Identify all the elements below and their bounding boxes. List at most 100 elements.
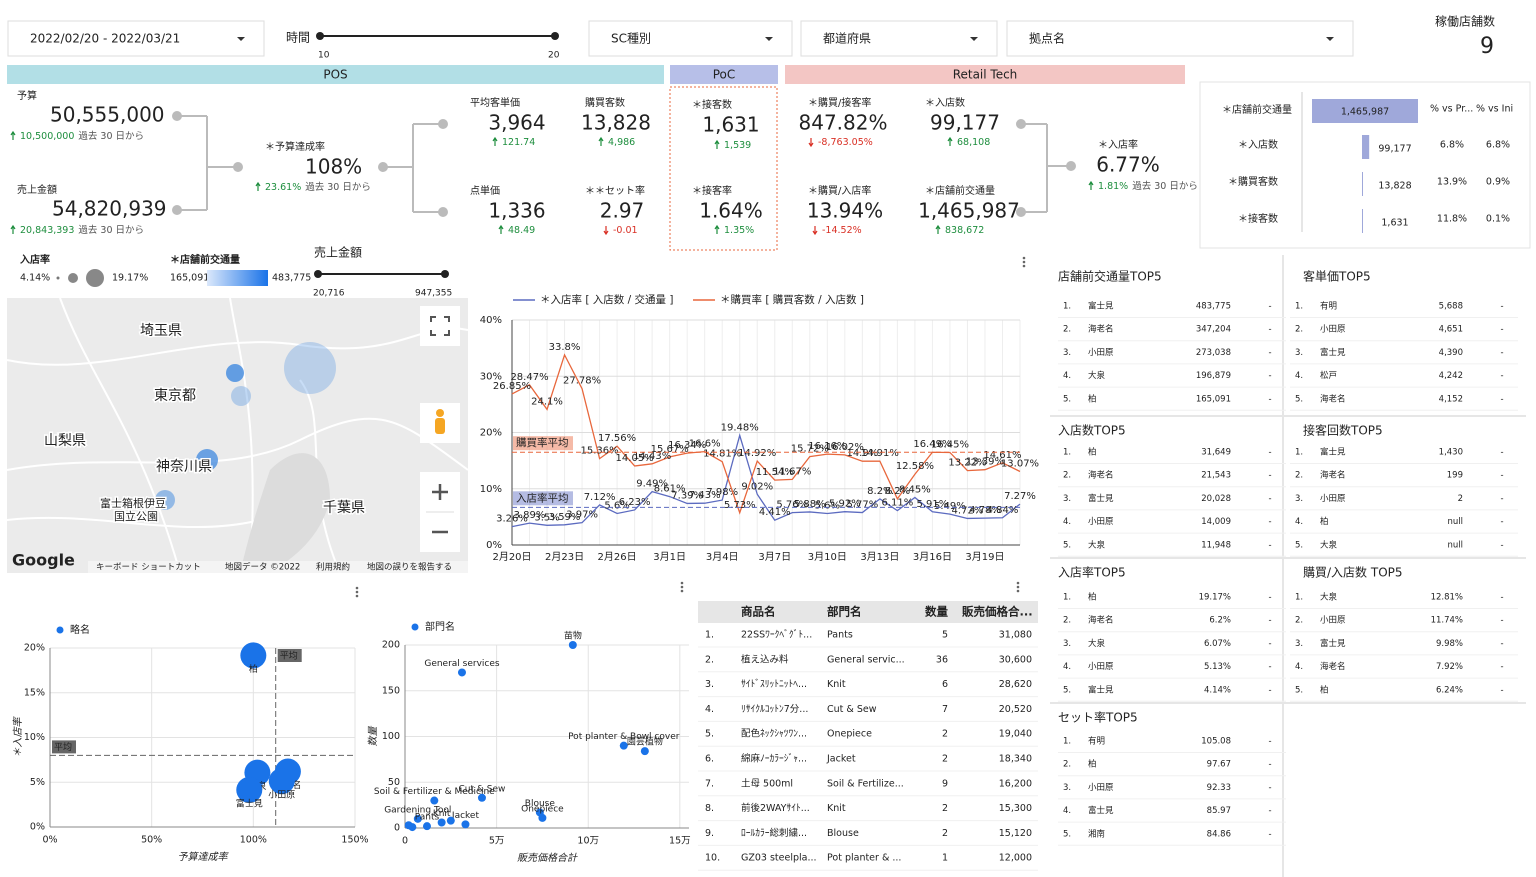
name: 大泉 (1088, 370, 1106, 381)
legend-min: 4.14% (20, 273, 50, 284)
series-line (511, 433, 1021, 528)
point-label: Pants (415, 813, 440, 823)
dash: - (1268, 448, 1271, 458)
data-label: 28.47% (510, 372, 548, 383)
name: 富士見 (1320, 447, 1346, 458)
data-label: 13.07% (1001, 458, 1039, 469)
funnel-label: ＊入店数 (1238, 138, 1278, 151)
x-tick-label: 50% (141, 835, 162, 846)
dash: - (1500, 494, 1503, 504)
funnel-bar (1312, 99, 1418, 123)
funnel-pct: 6.8% (1440, 140, 1464, 151)
menu-icon (1016, 581, 1020, 585)
kpi-delta: 10,500,000 過去 30 日から (20, 130, 144, 142)
data-label: 17.56% (598, 433, 636, 444)
slider-handle[interactable] (314, 270, 322, 278)
name: 有明 (1320, 301, 1337, 312)
data-label: 14.43% (633, 451, 671, 462)
delta-arrow (598, 136, 604, 146)
data-label: 12.58% (896, 461, 934, 472)
kpi-delta: 121.74 (502, 137, 535, 148)
rank: 2. (1063, 471, 1071, 481)
kpi-delta: -8,763.05% (818, 137, 873, 148)
map-footer-link[interactable]: 利用規約 (316, 562, 350, 573)
value: 92.33 (1207, 783, 1231, 793)
rank: 4. (705, 704, 714, 715)
map-footer-link[interactable]: 地図の誤りを報告する (367, 562, 452, 573)
value: 11,948 (1201, 540, 1231, 550)
delta-note: 過去 30 日から (305, 181, 371, 193)
panel-title: 購買/入店数 TOP5 (1303, 565, 1403, 580)
rank: 4. (1063, 806, 1071, 816)
data-label: 7.39% (671, 490, 703, 501)
dropdown-box[interactable] (7, 20, 265, 57)
name: 富士見 (1320, 347, 1346, 358)
name: 松戸 (1320, 370, 1337, 381)
menu-icon (355, 586, 359, 590)
reference-tag (513, 491, 573, 506)
slider-handle[interactable] (441, 270, 449, 278)
value: null (1448, 540, 1464, 550)
average-label: 平均 (280, 650, 298, 662)
rank: 4. (1295, 517, 1303, 527)
series-line (511, 353, 1021, 515)
point (413, 814, 422, 823)
map-place: 山梨県 (44, 433, 86, 449)
rank: 3. (1295, 639, 1303, 649)
map-road (59, 297, 181, 574)
dropdown-box[interactable] (1006, 20, 1354, 57)
name: 小田原 (1088, 516, 1114, 527)
map-bubble (226, 364, 244, 382)
rank: 5. (1063, 394, 1071, 404)
rank: 5. (1295, 685, 1303, 695)
menu-icon (355, 590, 359, 594)
value: 19.17% (1199, 593, 1231, 603)
rank: 1. (1063, 737, 1071, 747)
legend-min: 165,091 (170, 273, 209, 284)
delta-value: 48.49 (508, 225, 535, 236)
dash: - (1268, 760, 1271, 770)
store-count-label: 稼働店舗数 (1435, 14, 1495, 29)
cell: ﾘｻｲｸﾙｺｯﾄﾝ7分... (741, 704, 808, 715)
data-label: 16.16% (808, 441, 846, 452)
dash: - (1500, 371, 1503, 381)
name: 大泉 (1088, 539, 1106, 550)
point (461, 820, 470, 829)
x-tick-label: 10万 (577, 836, 599, 847)
dropdown[interactable]: 2022/02/20 - 2022/03/21 (7, 20, 265, 57)
dropdown[interactable]: SC種別 (588, 20, 793, 57)
rank: 5. (1063, 829, 1071, 839)
funnel-column: % vs Ini (1476, 104, 1513, 115)
section-header (670, 65, 778, 84)
dropdown-box[interactable] (588, 20, 793, 57)
data-label: 3.59% (549, 512, 581, 523)
dropdown-box[interactable] (800, 20, 998, 57)
name: 海老名 (1088, 324, 1114, 335)
cell: 19,040 (999, 729, 1032, 740)
rank: 9. (705, 828, 714, 839)
map-place: 千葉県 (323, 500, 365, 516)
value: 85.97 (1207, 806, 1231, 816)
legend-label: 略名 (70, 623, 90, 636)
fullscreen-button[interactable] (420, 306, 460, 346)
data-label: 27.78% (563, 376, 601, 387)
slider-handle[interactable] (551, 32, 559, 40)
dash: - (1500, 302, 1503, 312)
menu-icon (680, 581, 684, 585)
dropdown[interactable]: 拠点名 (1006, 20, 1354, 57)
dropdown[interactable]: 都道府県 (800, 20, 998, 57)
slider-handle[interactable] (316, 32, 324, 40)
data-label: 14.92% (738, 448, 776, 459)
kpi-delta: 1.35% (724, 225, 754, 236)
kpi-label: 点単価 (470, 184, 500, 197)
column-header: 販売価格合... (962, 605, 1033, 619)
data-label: 9.49% (636, 479, 668, 490)
data-label: 9.02% (741, 481, 773, 492)
point-label: Knit (433, 809, 451, 819)
section-title: PoC (713, 68, 736, 82)
funnel-bar (1362, 135, 1370, 159)
map-footer-link[interactable]: 地図データ ©2022 (225, 562, 300, 573)
cell: 2 (942, 828, 948, 839)
map-footer-link[interactable]: キーボード ショートカット (96, 563, 201, 573)
rank: 5. (705, 729, 714, 740)
